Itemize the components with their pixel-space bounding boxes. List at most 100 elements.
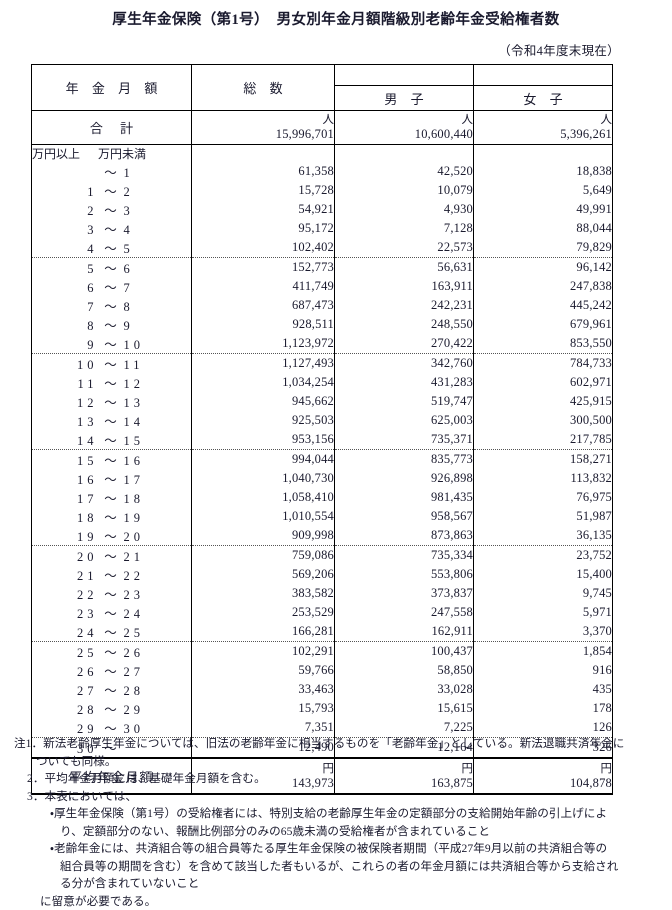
row-range-label: 9～10 (32, 334, 192, 354)
row-value-total: 54,921 (192, 200, 335, 219)
row-value-female: 49,991 (474, 200, 613, 219)
row-value-total: 1,058,410 (192, 488, 335, 507)
range-tilde-icon: ～ (98, 411, 124, 430)
row-value-female: 5,649 (474, 181, 613, 200)
row-value-female: 916 (474, 661, 613, 680)
range-upper: 22 (124, 569, 166, 584)
footnote-3-bullet-1-line-1: ・厚生年金保険（第1号）の受給権者には、特別支給の老齢厚生年金の定額部分の支給開… (14, 805, 662, 823)
range-tilde-icon: ～ (98, 296, 124, 315)
row-value-total: 928,511 (192, 315, 335, 334)
row-value-total: 59,766 (192, 661, 335, 680)
total-label: 合 計 (32, 111, 192, 145)
row-value-male: 42,520 (335, 162, 474, 181)
range-upper: 8 (124, 300, 166, 315)
range-lower: 23 (58, 607, 98, 622)
row-value-female: 602,971 (474, 373, 613, 392)
row-value-total: 102,291 (192, 642, 335, 662)
total-number-female: 5,396,261 (474, 127, 612, 141)
row-value-female: 178 (474, 699, 613, 718)
header-spacer-male (335, 65, 474, 86)
range-tilde-icon: ～ (98, 565, 124, 584)
row-value-female: 51,987 (474, 507, 613, 526)
row-value-female: 9,745 (474, 584, 613, 603)
range-upper: 13 (124, 396, 166, 411)
header-label: 年 金 月 額 (32, 65, 192, 111)
row-value-female: 435 (474, 680, 613, 699)
row-value-male: 7,128 (335, 219, 474, 238)
row-range-label: 22～23 (32, 584, 192, 603)
row-value-female: 79,829 (474, 238, 613, 258)
range-upper: 12 (124, 377, 166, 392)
footnote-2: 2．平均年金月額には、基礎年金月額を含む。 (14, 770, 662, 788)
range-tilde-icon: ～ (98, 507, 124, 526)
row-range-label: 5～6 (32, 258, 192, 278)
range-tilde-icon: ～ (98, 584, 124, 603)
range-lower: 12 (58, 396, 98, 411)
row-value-total: 411,749 (192, 277, 335, 296)
range-lower: 16 (58, 473, 98, 488)
range-upper: 23 (124, 588, 166, 603)
range-tilde-icon: ～ (98, 238, 124, 257)
row-value-female: 1,854 (474, 642, 613, 662)
row-value-female: 784,733 (474, 354, 613, 374)
total-value-male: 人 10,600,440 (335, 111, 474, 145)
footnote-1-line-2: ついても同様。 (14, 753, 662, 771)
row-range-label: 27～28 (32, 680, 192, 699)
row-value-male: 519,747 (335, 392, 474, 411)
range-upper: 28 (124, 684, 166, 699)
row-range-label: 16～17 (32, 469, 192, 488)
range-lower: 3 (58, 223, 98, 238)
unit-persons-total: 人 (192, 114, 334, 127)
row-range-label: 17～18 (32, 488, 192, 507)
row-range-label: 28～29 (32, 699, 192, 718)
row-value-male: 553,806 (335, 565, 474, 584)
bracket-lower-label: 万円以上 (32, 147, 80, 161)
range-tilde-icon: ～ (98, 450, 124, 469)
footnote-3-bullet-2-line-1: ・老齢年金には、共済組合等の組合員等たる厚生年金保険の被保険者期間（平成27年9… (14, 840, 662, 858)
row-range-label: 24～25 (32, 622, 192, 642)
row-range-label: 6～7 (32, 277, 192, 296)
range-lower: 20 (58, 550, 98, 565)
range-upper: 29 (124, 703, 166, 718)
row-range-label: 20～21 (32, 546, 192, 566)
footnote-3-bullet-2-line-3: る分が含まれていないこと (14, 875, 662, 893)
range-lower: 8 (58, 319, 98, 334)
row-value-female: 36,135 (474, 526, 613, 546)
header-male: 男 子 (335, 86, 474, 111)
range-lower: 22 (58, 588, 98, 603)
range-upper: 2 (124, 185, 166, 200)
range-tilde-icon: ～ (98, 315, 124, 334)
footnote-3-bullet-2-line-2: 組合員等の期間を含む）を含めて該当した者もいるが、これらの者の年金月額には共済組… (14, 858, 662, 876)
row-value-female: 88,044 (474, 219, 613, 238)
range-upper: 27 (124, 665, 166, 680)
row-range-label: 11～12 (32, 373, 192, 392)
range-upper: 24 (124, 607, 166, 622)
row-range-label: 23～24 (32, 603, 192, 622)
bracket-header-cell: 万円以上万円未満 (32, 145, 192, 163)
range-lower: 6 (58, 281, 98, 296)
row-value-female: 23,752 (474, 546, 613, 566)
range-tilde-icon: ～ (98, 181, 124, 200)
range-upper: 26 (124, 646, 166, 661)
header-female: 女 子 (474, 86, 613, 111)
row-value-male: 4,930 (335, 200, 474, 219)
bracket-spacer-female (474, 145, 613, 163)
range-upper: 5 (124, 242, 166, 257)
range-lower: 18 (58, 511, 98, 526)
range-lower: 27 (58, 684, 98, 699)
as-of-date: （令和4年度末現在） (498, 40, 620, 59)
range-lower: 26 (58, 665, 98, 680)
row-value-female: 425,915 (474, 392, 613, 411)
range-tilde-icon: ～ (98, 373, 124, 392)
row-value-male: 958,567 (335, 507, 474, 526)
range-tilde-icon: ～ (98, 546, 124, 565)
total-number-male: 10,600,440 (335, 127, 473, 141)
footnote-3-tail: に留意が必要である。 (14, 893, 662, 910)
